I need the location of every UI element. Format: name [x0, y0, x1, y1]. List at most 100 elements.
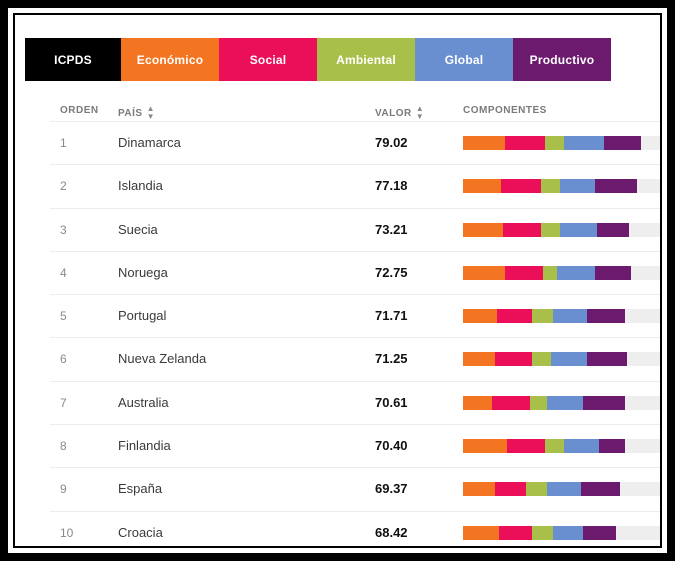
tab-label: Ambiental: [336, 52, 396, 67]
table-row[interactable]: 7 Australia 70.61: [50, 380, 660, 424]
global-segment: [563, 439, 600, 454]
components-bar: [463, 309, 660, 324]
ambiental-segment: [532, 352, 552, 367]
global-segment: [551, 352, 587, 367]
components-bar: [463, 179, 660, 194]
rank-cell: 5: [60, 309, 67, 324]
tab-global[interactable]: Global: [415, 38, 513, 81]
valor-header-label: VALOR: [375, 107, 412, 119]
productivo-segment: [595, 179, 638, 194]
global-segment: [553, 309, 587, 324]
components-bar: [463, 352, 660, 367]
global-segment: [563, 136, 604, 150]
productivo-segment: [582, 525, 617, 540]
social-segment: [494, 482, 526, 497]
table-row[interactable]: 4 Noruega 72.75: [50, 250, 660, 294]
rank-cell: 9: [60, 482, 67, 497]
rank-cell: 7: [60, 395, 67, 410]
country-cell: Suecia: [118, 221, 158, 237]
ambiental-segment: [540, 179, 560, 194]
social-segment: [505, 136, 545, 150]
rank-cell: 2: [60, 179, 67, 194]
tab-productivo[interactable]: Productivo: [513, 38, 611, 81]
productivo-segment: [582, 395, 625, 410]
column-header-valor[interactable]: VALOR ▲ ▼: [375, 105, 424, 121]
ambiental-segment: [544, 439, 564, 454]
value-cell: 69.37: [375, 481, 408, 497]
content-panel: ICPDS Económico Social Ambiental Global …: [13, 13, 662, 548]
tab-ambiental[interactable]: Ambiental: [317, 38, 415, 81]
value-cell: 71.25: [375, 351, 408, 367]
social-segment: [492, 395, 531, 410]
tab-economico[interactable]: Económico: [121, 38, 219, 81]
ambiental-segment: [544, 136, 564, 150]
economico-segment: [463, 309, 497, 324]
rank-cell: 1: [60, 136, 67, 150]
ambiental-segment: [530, 395, 547, 410]
country-cell: Croacia: [118, 524, 163, 540]
social-segment: [494, 352, 533, 367]
country-cell: Finlandia: [118, 438, 171, 454]
column-header-pais[interactable]: PAÍS ▲ ▼: [118, 105, 155, 121]
economico-segment: [463, 222, 503, 237]
tab-label: Global: [444, 52, 484, 67]
value-cell: 77.18: [375, 178, 408, 194]
tab-social[interactable]: Social: [219, 38, 317, 81]
social-segment: [496, 309, 533, 324]
table-row[interactable]: 3 Suecia 73.21: [50, 207, 660, 251]
country-cell: España: [118, 481, 163, 497]
componentes-header-label: COMPONENTES: [463, 105, 547, 116]
social-segment: [502, 222, 541, 237]
ambiental-segment: [540, 222, 560, 237]
value-cell: 79.02: [375, 135, 408, 150]
tab-label: Productivo: [529, 52, 595, 67]
country-cell: Nueva Zelanda: [118, 351, 207, 367]
rank-cell: 10: [60, 525, 74, 540]
economico-segment: [463, 265, 505, 280]
value-cell: 72.75: [375, 264, 408, 280]
value-cell: 70.61: [375, 394, 408, 410]
country-cell: Islandia: [118, 178, 163, 194]
tab-icpds[interactable]: ICPDS: [25, 38, 121, 81]
pais-header-label: PAÍS: [118, 107, 143, 119]
tab-bar: ICPDS Económico Social Ambiental Global …: [25, 38, 611, 81]
rank-cell: 6: [60, 352, 67, 367]
economico-segment: [463, 395, 493, 410]
economico-segment: [463, 352, 495, 367]
components-bar: [463, 439, 660, 454]
country-cell: Portugal: [118, 308, 167, 324]
column-header-componentes: COMPONENTES: [463, 105, 547, 116]
ambiental-segment: [542, 265, 558, 280]
social-segment: [498, 525, 533, 540]
economico-segment: [463, 136, 505, 150]
table-row[interactable]: 8 Finlandia 70.40: [50, 424, 660, 467]
country-cell: Australia: [118, 394, 169, 410]
social-segment: [507, 439, 545, 454]
ranking-table: 1 Dinamarca 79.02 2 Islandia 77.18 3 Sue…: [50, 121, 660, 546]
economico-segment: [463, 439, 508, 454]
tab-label: Económico: [136, 52, 204, 67]
table-row[interactable]: 6 Nueva Zelanda 71.25: [50, 337, 660, 380]
sort-icon[interactable]: ▲ ▼: [146, 104, 156, 121]
productivo-segment: [586, 352, 627, 367]
column-header-orden: ORDEN: [60, 105, 99, 116]
global-segment: [553, 525, 583, 540]
productivo-segment: [580, 482, 621, 497]
table-row[interactable]: 9 España 69.37: [50, 467, 660, 510]
country-cell: Dinamarca: [118, 135, 181, 150]
table-row[interactable]: 10 Croacia 68.42: [50, 510, 660, 546]
table-row[interactable]: 1 Dinamarca 79.02: [50, 121, 660, 164]
rank-cell: 8: [60, 439, 67, 454]
ambiental-segment: [532, 525, 554, 540]
productivo-segment: [603, 136, 642, 150]
country-cell: Noruega: [118, 264, 168, 280]
global-segment: [546, 395, 583, 410]
sort-icon[interactable]: ▲ ▼: [415, 104, 425, 121]
global-segment: [557, 265, 596, 280]
tab-label: ICPDS: [54, 52, 92, 67]
table-row[interactable]: 5 Portugal 71.71: [50, 294, 660, 337]
productivo-segment: [597, 222, 629, 237]
table-row[interactable]: 2 Islandia 77.18: [50, 164, 660, 207]
components-bar: [463, 395, 660, 410]
value-cell: 70.40: [375, 438, 408, 454]
